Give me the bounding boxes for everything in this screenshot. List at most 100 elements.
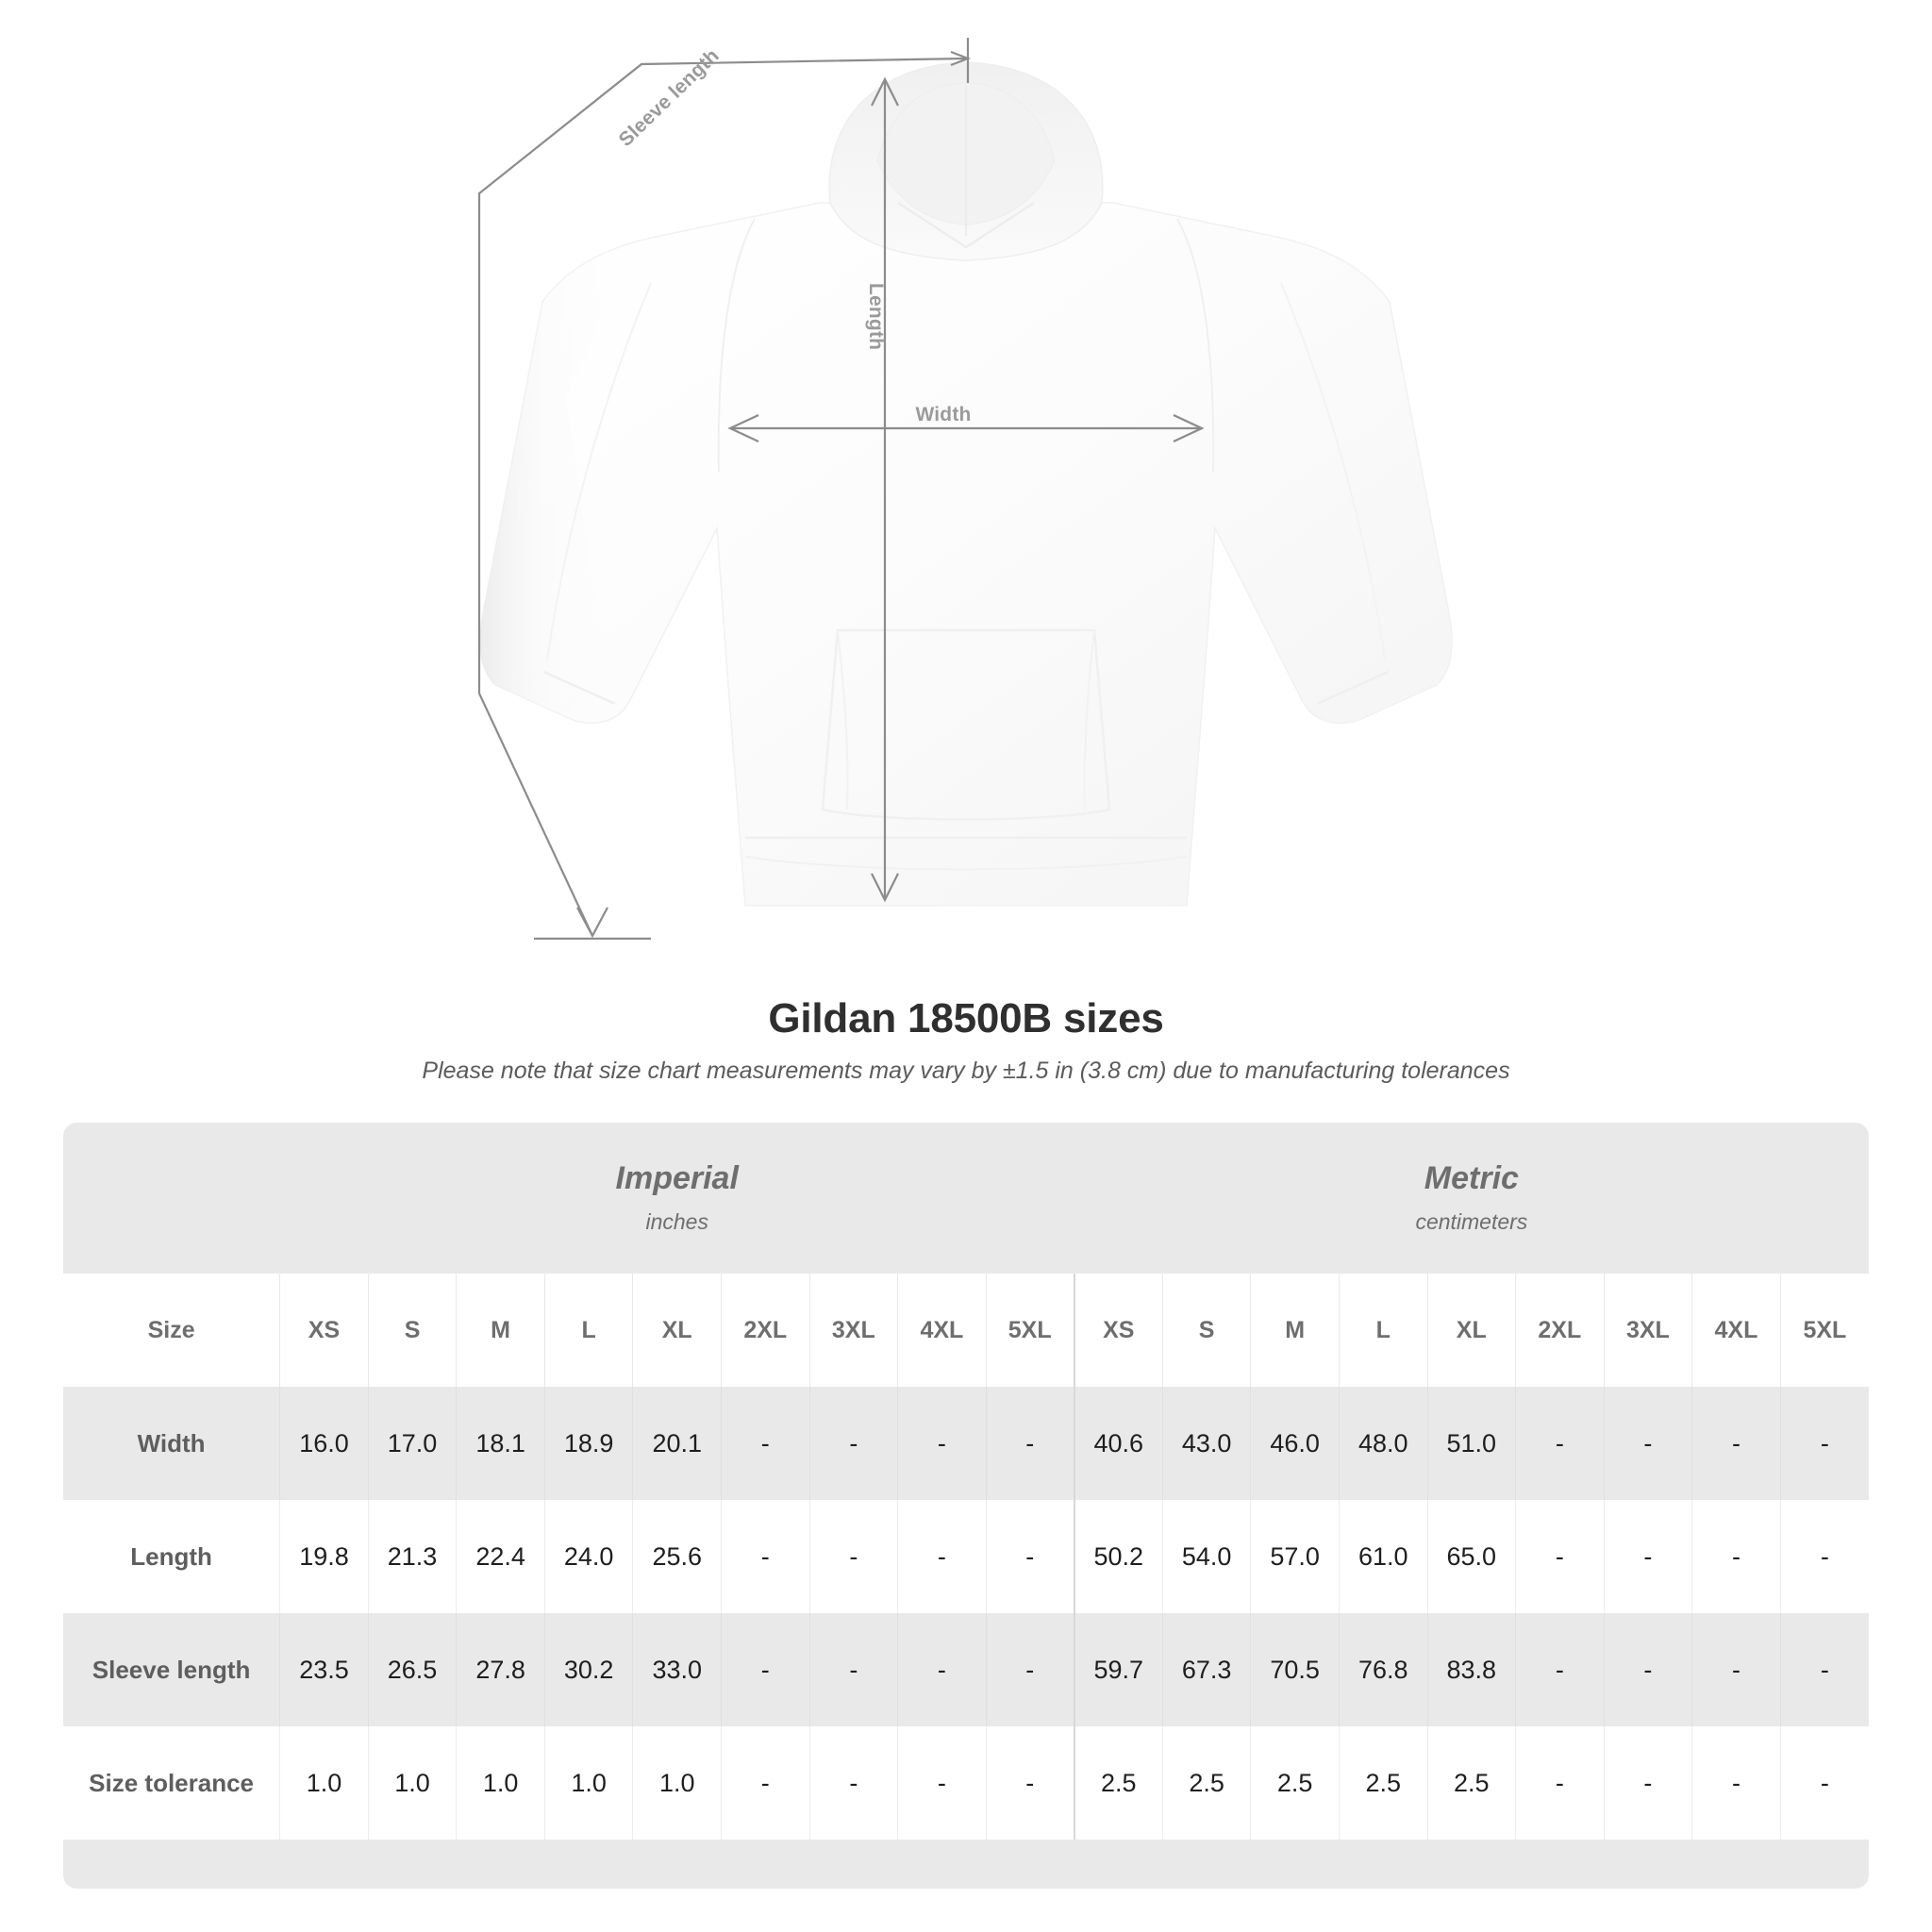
cell-length-imperial-3xl: - [808,1500,898,1613]
size-header-cell-imperial-5xl: 5XL [985,1274,1074,1387]
measurement-lines [477,38,1205,941]
cell-width-imperial-3xl: - [808,1387,898,1500]
unit-group-metric: Metric centimeters [1074,1123,1869,1274]
size-header-cell-imperial-2xl: 2XL [721,1274,810,1387]
cell-sleeve-length-metric-5xl: - [1779,1613,1869,1726]
cell-width-metric-m: 46.0 [1250,1387,1340,1500]
cell-sleeve-length-metric-4xl: - [1691,1613,1781,1726]
size-header-cell-imperial-l: L [543,1274,633,1387]
cell-width-metric-xl: 51.0 [1426,1387,1516,1500]
size-header-cell-metric-2xl: 2XL [1515,1274,1605,1387]
cell-size-tolerance-imperial-4xl: - [897,1726,987,1840]
width-arrow-head-left [727,414,759,442]
length-line [871,76,899,903]
cell-sleeve-length-metric-s: 67.3 [1161,1613,1251,1726]
cell-length-imperial-l: 24.0 [543,1500,633,1613]
cell-size-tolerance-metric-xs: 2.5 [1073,1726,1163,1840]
size-chart-table: Imperial inches Metric centimeters Size XS S M L… [63,1123,1869,1889]
size-header-cell-metric-5xl: 5XL [1779,1274,1869,1387]
length-arrow-head-bottom [871,873,899,903]
cell-size-tolerance-imperial-xl: 1.0 [632,1726,722,1840]
cell-width-imperial-s: 17.0 [367,1387,457,1500]
size-header-cell-imperial-3xl: 3XL [808,1274,898,1387]
hoodie-body-shape [479,61,1453,907]
length-label: Length [865,283,887,351]
cell-sleeve-length-metric-m: 70.5 [1250,1613,1340,1726]
size-header-cell-imperial-4xl: 4XL [897,1274,987,1387]
cell-length-imperial-xs: 19.8 [279,1500,369,1613]
table-footer-cell [63,1840,1869,1889]
cell-size-tolerance-metric-4xl: - [1691,1726,1781,1840]
cell-sleeve-length-imperial-4xl: - [897,1613,987,1726]
cell-length-imperial-s: 21.3 [367,1500,457,1613]
unit-group-name: Metric [1424,1159,1519,1196]
cell-size-tolerance-imperial-xs: 1.0 [279,1726,369,1840]
size-header-cell-imperial-s: S [367,1274,457,1387]
cell-width-metric-s: 43.0 [1161,1387,1251,1500]
sleeve-arrow-head-bottom [576,907,608,939]
cell-width-imperial-xs: 16.0 [279,1387,369,1500]
cell-size-tolerance-metric-3xl: - [1603,1726,1692,1840]
table-row: Length 19.8 21.3 22.4 24.0 25.6- - - -50.2 54.0 57… [63,1500,1869,1613]
cell-width-metric-5xl: - [1779,1387,1869,1500]
cell-length-metric-5xl: - [1779,1500,1869,1613]
size-header-row: Size XS S M L XL 2XL 3XL 4XL 5XL XS S M L XL 2XL 3XL 4XL 5… [63,1274,1869,1387]
cell-sleeve-length-imperial-m: 27.8 [456,1613,545,1726]
unit-group-name: Imperial [615,1159,739,1196]
cell-size-tolerance-metric-2xl: - [1515,1726,1605,1840]
length-arrow-head-top [871,76,899,107]
cell-length-metric-xs: 50.2 [1073,1500,1163,1613]
row-label-width: Width [63,1387,280,1500]
cell-size-tolerance-metric-xl: 2.5 [1426,1726,1516,1840]
cell-sleeve-length-imperial-3xl: - [808,1613,898,1726]
cell-size-tolerance-imperial-s: 1.0 [367,1726,457,1840]
unit-group-imperial: Imperial inches [279,1123,1074,1274]
cell-width-metric-xs: 40.6 [1073,1387,1163,1500]
cell-width-imperial-xl: 20.1 [632,1387,722,1500]
cell-length-metric-3xl: - [1603,1500,1692,1613]
cell-width-metric-l: 48.0 [1338,1387,1427,1500]
table-row: Width 16.0 17.0 18.1 18.9 20.1- - - -40.6 43.0 46.… [63,1387,1869,1500]
size-header-cell-metric-xl: XL [1426,1274,1516,1387]
cell-width-metric-3xl: - [1603,1387,1692,1500]
cell-length-metric-4xl: - [1691,1500,1781,1613]
cell-sleeve-length-imperial-xl: 33.0 [632,1613,722,1726]
cell-sleeve-length-metric-xl: 83.8 [1426,1613,1516,1726]
cell-width-imperial-5xl: - [985,1387,1074,1500]
unit-group-sub: centimeters [1415,1209,1528,1235]
cell-length-metric-2xl: - [1515,1500,1605,1613]
size-header-cell-metric-3xl: 3XL [1603,1274,1692,1387]
cell-length-imperial-2xl: - [721,1500,810,1613]
cell-length-metric-m: 57.0 [1250,1500,1340,1613]
cell-sleeve-length-imperial-2xl: - [721,1613,810,1726]
cell-sleeve-length-imperial-xs: 23.5 [279,1613,369,1726]
size-header-cell-metric-m: M [1250,1274,1340,1387]
cell-sleeve-length-imperial-s: 26.5 [367,1613,457,1726]
width-line [727,414,1205,442]
table-footer-band [63,1840,1869,1889]
page-title: Gildan 18500B sizes [768,995,1164,1041]
cell-length-imperial-xl: 25.6 [632,1500,722,1613]
cell-length-imperial-m: 22.4 [456,1500,545,1613]
cell-size-tolerance-imperial-2xl: - [721,1726,810,1840]
unit-band-row: Imperial inches Metric centimeters [63,1123,1869,1274]
cell-length-imperial-5xl: - [985,1500,1074,1613]
row-label-length: Length [63,1500,280,1613]
cell-width-metric-2xl: - [1515,1387,1605,1500]
cell-width-imperial-2xl: - [721,1387,810,1500]
cell-width-imperial-4xl: - [897,1387,987,1500]
cell-size-tolerance-imperial-5xl: - [985,1726,1074,1840]
cell-length-metric-s: 54.0 [1161,1500,1251,1613]
cell-size-tolerance-metric-l: 2.5 [1338,1726,1427,1840]
cell-sleeve-length-imperial-l: 30.2 [543,1613,633,1726]
row-label-sleeve-length: Sleeve length [63,1613,280,1726]
cell-width-imperial-l: 18.9 [543,1387,633,1500]
size-header-cell-imperial-xs: XS [279,1274,369,1387]
cell-size-tolerance-metric-m: 2.5 [1250,1726,1340,1840]
width-arrow-head-right [1173,414,1205,442]
cell-size-tolerance-metric-s: 2.5 [1161,1726,1251,1840]
width-label: Width [915,404,972,425]
size-header-cell-imperial-m: M [456,1274,545,1387]
sleeve-length-line [477,38,972,941]
cell-size-tolerance-imperial-l: 1.0 [543,1726,633,1840]
